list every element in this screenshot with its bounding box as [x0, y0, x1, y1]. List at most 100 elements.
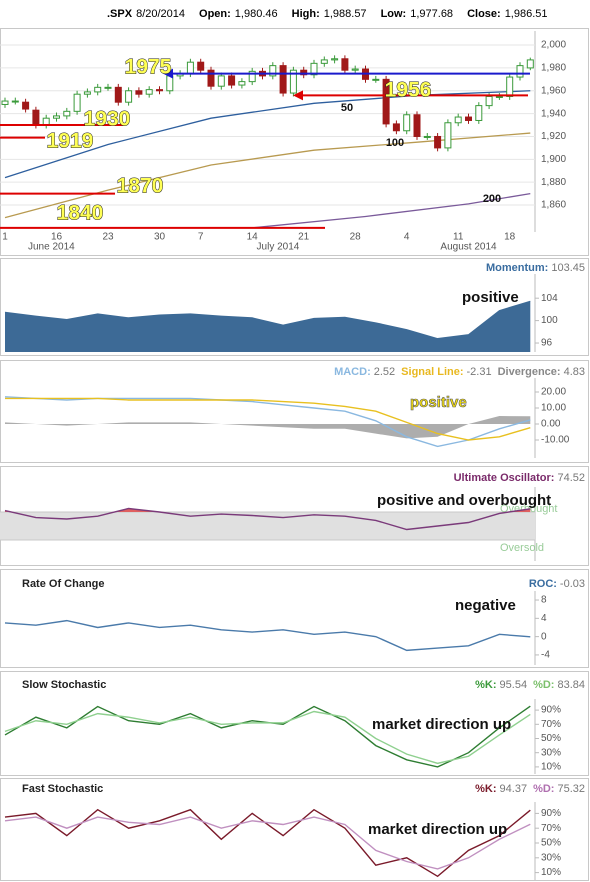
candle-body — [73, 93, 81, 112]
candle-body — [217, 75, 225, 87]
y-tick-label: 30% — [541, 747, 561, 758]
candle-body — [300, 69, 308, 76]
month-label: July 2014 — [257, 242, 300, 253]
y-tick-label: 90% — [541, 705, 561, 716]
symbol: .SPX — [107, 8, 133, 20]
annotation: market direction up — [372, 716, 511, 733]
candle-body — [11, 100, 19, 103]
field-label: Open: — [199, 8, 231, 20]
candle-body — [248, 70, 256, 83]
candle-body — [53, 115, 60, 119]
field-label: Low: — [381, 8, 407, 20]
candle-body — [516, 65, 524, 78]
y-tick-label: 10% — [541, 762, 561, 773]
readout-label: Ultimate Oscillator: — [454, 472, 555, 484]
candle-body — [104, 86, 112, 89]
readout: ROC: -0.03 — [529, 578, 585, 590]
level-label: 1956 — [385, 79, 432, 102]
annotation: positive — [410, 394, 467, 411]
y-tick-label: 1,920 — [541, 131, 566, 142]
x-tick-label: 16 — [51, 232, 63, 243]
candle-body — [207, 69, 215, 87]
y-tick-label: 50% — [541, 733, 561, 744]
candle-body — [526, 59, 534, 69]
candle-body — [269, 65, 277, 77]
band-label: Oversold — [500, 542, 544, 554]
readout: MACD: 2.52 Signal Line: -2.31 Divergence: 4.8… — [334, 366, 585, 378]
readout-label: %D: — [533, 783, 554, 795]
candle-body — [289, 69, 297, 94]
readout-label: Momentum: — [486, 262, 548, 274]
y-tick-label: 2,000 — [541, 40, 566, 51]
readout-label: Signal Line: — [401, 366, 463, 378]
candle-body — [145, 89, 153, 95]
y-tick-label: 90% — [541, 808, 561, 819]
readout-value: 95.54 — [500, 679, 528, 691]
y-tick-label: -4 — [541, 650, 550, 661]
readout: Momentum: 103.45 — [486, 262, 585, 274]
y-tick-label: 4 — [541, 613, 547, 624]
y-tick-label: 96 — [541, 338, 553, 349]
series-line — [5, 397, 531, 441]
candle-body — [485, 95, 493, 107]
y-tick-label: 1,900 — [541, 154, 566, 165]
ma-label: 200 — [483, 193, 501, 205]
candle-body — [392, 123, 400, 132]
series-line — [4, 816, 531, 870]
level-label: 1975 — [125, 56, 172, 79]
readout-label: ROC: — [529, 578, 557, 590]
series-line — [4, 619, 531, 652]
panel-title: Slow Stochastic — [22, 679, 106, 691]
annotation: positive and overbought — [377, 492, 551, 509]
x-tick-label: 4 — [404, 232, 410, 243]
x-tick-label: 18 — [504, 232, 516, 243]
readout-label: %K: — [475, 783, 496, 795]
readout-value: 103.45 — [551, 262, 585, 274]
field-label: Close: — [467, 8, 501, 20]
field-value: 1,988.57 — [324, 8, 367, 20]
candle-body — [63, 110, 71, 117]
candle-body — [351, 68, 359, 71]
candle-body — [454, 116, 462, 124]
panel-frame — [0, 671, 589, 776]
series-line — [4, 808, 531, 878]
candle-body — [444, 122, 452, 149]
candle-body — [42, 117, 50, 126]
candle-body — [331, 58, 339, 61]
field-label: High: — [292, 8, 320, 20]
y-tick-label: 1,860 — [541, 200, 566, 211]
candle-body — [125, 90, 133, 103]
candle-body — [156, 89, 163, 92]
month-label: August 2014 — [440, 242, 497, 253]
panel-frame — [0, 360, 589, 463]
readout-value: -2.31 — [467, 366, 492, 378]
y-tick-label: 1,880 — [541, 177, 566, 188]
level-label: 1919 — [47, 130, 94, 153]
y-tick-label: 70% — [541, 823, 561, 834]
readout-label: MACD: — [334, 366, 371, 378]
readout-value: 75.32 — [557, 783, 585, 795]
ma-label: 50 — [341, 102, 353, 114]
candle-body — [372, 78, 380, 81]
x-tick-label: 30 — [154, 232, 166, 243]
level-arrow — [163, 68, 173, 79]
candle-body — [413, 114, 421, 137]
candle-body — [320, 59, 328, 64]
readout-value: 2.52 — [374, 366, 395, 378]
moving-average — [252, 192, 531, 229]
readout: %K: 95.54 %D: 83.84 — [475, 679, 585, 691]
y-tick-label: 20.00 — [541, 387, 566, 398]
field-value: 1,980.46 — [235, 8, 278, 20]
candle-body — [506, 76, 514, 97]
readout-label: %K: — [475, 679, 496, 691]
x-tick-label: 23 — [102, 232, 114, 243]
field-value: 1,986.51 — [505, 8, 548, 20]
candle-body — [1, 100, 9, 105]
panel-title: Fast Stochastic — [22, 783, 103, 795]
readout: Ultimate Oscillator: 74.52 — [454, 472, 585, 484]
level-label: 1840 — [57, 202, 104, 225]
readout-label: Divergence: — [498, 366, 561, 378]
field-value: 1,977.68 — [410, 8, 453, 20]
x-tick-label: 28 — [350, 232, 362, 243]
candle-body — [423, 135, 431, 138]
